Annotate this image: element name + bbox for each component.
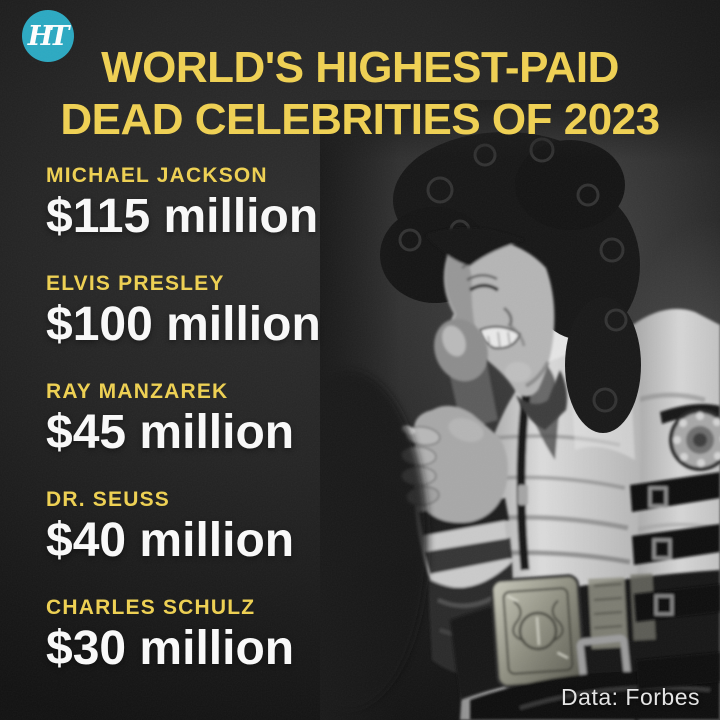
celebrity-name: DR. SEUSS	[46, 488, 170, 511]
page-title: WORLD'S HIGHEST-PAID DEAD CELEBRITIES OF…	[0, 42, 720, 146]
earnings-amount: $45 million	[46, 406, 295, 459]
earnings-amount: $115 million	[46, 190, 319, 243]
data-source-label: Data: Forbes	[561, 684, 700, 710]
title-line-2: DEAD CELEBRITIES OF 2023	[60, 95, 660, 144]
earnings-amount: $30 million	[46, 622, 295, 675]
celebrity-earnings-list: MICHAEL JACKSON $115 million ELVIS PRESL…	[46, 164, 321, 704]
earnings-amount: $40 million	[46, 514, 295, 567]
celebrity-name: CHARLES SCHULZ	[46, 596, 256, 619]
list-item: RAY MANZAREK $45 million	[46, 380, 321, 457]
earnings-amount: $100 million	[46, 298, 321, 351]
list-item: MICHAEL JACKSON $115 million	[46, 164, 321, 241]
list-item: CHARLES SCHULZ $30 million	[46, 596, 321, 673]
celebrity-name: MICHAEL JACKSON	[46, 164, 268, 187]
list-item: ELVIS PRESLEY $100 million	[46, 272, 321, 349]
celebrity-name: ELVIS PRESLEY	[46, 272, 225, 295]
celebrity-name: RAY MANZAREK	[46, 380, 229, 403]
list-item: DR. SEUSS $40 million	[46, 488, 321, 565]
title-line-1: WORLD'S HIGHEST-PAID	[101, 43, 619, 92]
